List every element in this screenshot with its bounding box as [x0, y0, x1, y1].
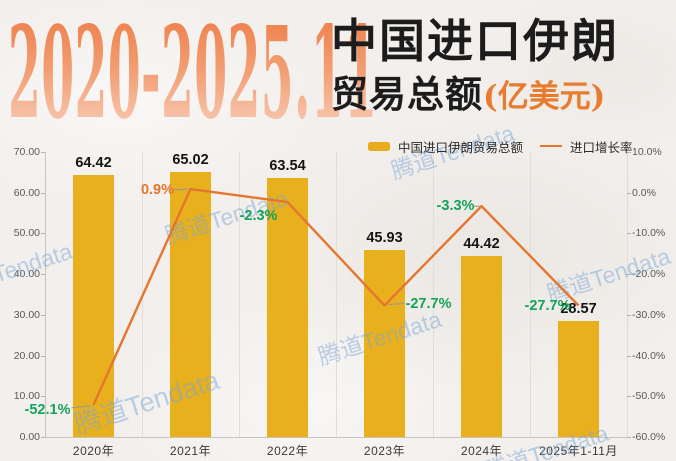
- left-axis-tick-mark: [40, 437, 45, 438]
- left-axis-tick-label: 60.00: [13, 186, 40, 199]
- right-axis-tick-mark: [627, 274, 631, 276]
- left-axis-tick-label: 50.00: [13, 227, 40, 240]
- secondary-y-axis-line: [627, 152, 628, 437]
- left-axis-tick-label: 30.00: [13, 308, 40, 321]
- category-gridline: [433, 152, 434, 437]
- legend-line-swatch-icon: [540, 145, 563, 147]
- trade-volume-bar: [461, 256, 502, 437]
- left-axis-tick-label: 10.00: [13, 390, 40, 403]
- legend-line-label: 进口增长率: [570, 140, 633, 155]
- left-axis-tick-mark: [40, 192, 45, 194]
- right-axis-tick-label: 0.0%: [632, 186, 656, 199]
- x-axis-category-label: 2022年: [266, 444, 309, 458]
- x-axis-category-label: 2023年: [363, 444, 406, 458]
- legend-bar-swatch-icon: [368, 141, 390, 151]
- growth-rate-label: -3.3%: [436, 198, 475, 215]
- title-unit: (亿美元): [483, 78, 606, 115]
- right-axis-tick-label: -50.0%: [632, 390, 666, 403]
- title-line2: 贸易总额(亿美元): [331, 71, 671, 116]
- growth-rate-label: -2.3%: [239, 208, 278, 225]
- title-line1: 中国进口伊朗: [331, 14, 619, 68]
- left-axis-tick-mark: [40, 274, 45, 276]
- right-axis-tick-mark: [627, 192, 631, 194]
- right-axis-tick-mark: [627, 437, 631, 438]
- bar-value-label: 44.42: [463, 236, 500, 253]
- category-gridline: [530, 152, 531, 437]
- left-axis-tick-mark: [40, 152, 45, 153]
- category-gridline: [336, 152, 337, 437]
- x-axis-line: [45, 437, 627, 438]
- right-axis-tick-mark: [627, 233, 631, 235]
- left-axis-tick-label: 0.00: [19, 431, 40, 443]
- bar-value-label: 65.02: [172, 152, 209, 169]
- growth-rate-label: -52.1%: [24, 401, 71, 418]
- x-axis-category-label: 2020年: [72, 444, 115, 458]
- left-axis-tick-label: 20.00: [13, 349, 40, 362]
- x-axis-category-label: 2025年1-11月: [539, 444, 618, 458]
- right-axis-tick-label: -30.0%: [632, 308, 666, 321]
- right-axis-tick-mark: [627, 355, 631, 357]
- watermark-text: 腾道Tendata: [0, 237, 76, 303]
- left-axis-tick-mark: [40, 314, 45, 316]
- right-axis-tick-mark: [627, 396, 631, 398]
- left-axis-tick-label: 40.00: [13, 268, 40, 281]
- growth-rate-label: -27.7%: [524, 298, 571, 315]
- chart-legend: 中国进口伊朗贸易总额 进口增长率: [368, 138, 633, 155]
- growth-rate-label: 0.9%: [140, 182, 175, 199]
- right-axis-tick-label: -10.0%: [632, 227, 666, 240]
- left-axis-tick-label: 70.00: [13, 146, 40, 158]
- growth-rate-label: -27.7%: [405, 296, 452, 313]
- right-axis-tick-label: 10.0%: [632, 146, 662, 158]
- right-axis-tick-label: -40.0%: [632, 349, 666, 362]
- right-axis-tick-label: -20.0%: [632, 268, 666, 281]
- x-axis-category-label: 2024年: [460, 444, 503, 458]
- title-period: 2020-2025.11: [8, 0, 378, 147]
- page-title: 中国进口伊朗 贸易总额(亿美元): [331, 14, 671, 116]
- left-axis-tick-mark: [40, 355, 45, 357]
- y-axis-line: [45, 152, 46, 437]
- right-axis-tick-mark: [627, 152, 631, 153]
- right-axis-tick-label: -60.0%: [632, 431, 666, 443]
- legend-bar-label: 中国进口伊朗贸易总额: [398, 140, 524, 155]
- bar-value-label: 63.54: [269, 158, 306, 175]
- right-axis-tick-mark: [627, 314, 631, 316]
- bar-value-label: 45.93: [366, 229, 403, 246]
- bar-value-label: 64.42: [75, 154, 112, 171]
- left-axis-tick-mark: [40, 233, 45, 235]
- x-axis-category-label: 2021年: [169, 444, 212, 458]
- title-line2-text: 贸易总额: [331, 71, 483, 116]
- left-axis-tick-mark: [40, 396, 45, 398]
